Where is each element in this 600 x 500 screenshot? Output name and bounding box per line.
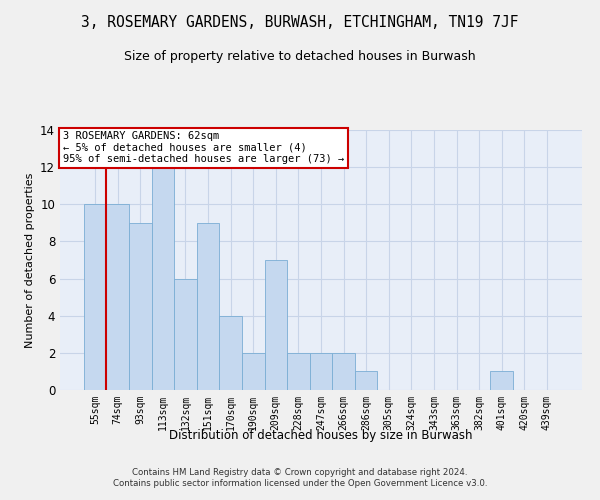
Bar (152, 167, 174, 390)
Bar (287, 353, 310, 390)
Text: Distribution of detached houses by size in Burwash: Distribution of detached houses by size … (169, 428, 473, 442)
Bar (84, 204, 106, 390)
Bar (242, 353, 265, 390)
Bar (174, 278, 197, 390)
Text: 3, ROSEMARY GARDENS, BURWASH, ETCHINGHAM, TN19 7JF: 3, ROSEMARY GARDENS, BURWASH, ETCHINGHAM… (81, 15, 519, 30)
Bar (265, 260, 287, 390)
Bar (310, 353, 332, 390)
Text: Size of property relative to detached houses in Burwash: Size of property relative to detached ho… (124, 50, 476, 63)
Y-axis label: Number of detached properties: Number of detached properties (25, 172, 35, 348)
Bar (197, 223, 220, 390)
Text: 3 ROSEMARY GARDENS: 62sqm
← 5% of detached houses are smaller (4)
95% of semi-de: 3 ROSEMARY GARDENS: 62sqm ← 5% of detach… (62, 132, 344, 164)
Text: Contains HM Land Registry data © Crown copyright and database right 2024.
Contai: Contains HM Land Registry data © Crown c… (113, 468, 487, 487)
Bar (332, 353, 355, 390)
Bar (490, 372, 513, 390)
Bar (106, 204, 129, 390)
Bar (129, 223, 152, 390)
Bar (220, 316, 242, 390)
Bar (355, 372, 377, 390)
